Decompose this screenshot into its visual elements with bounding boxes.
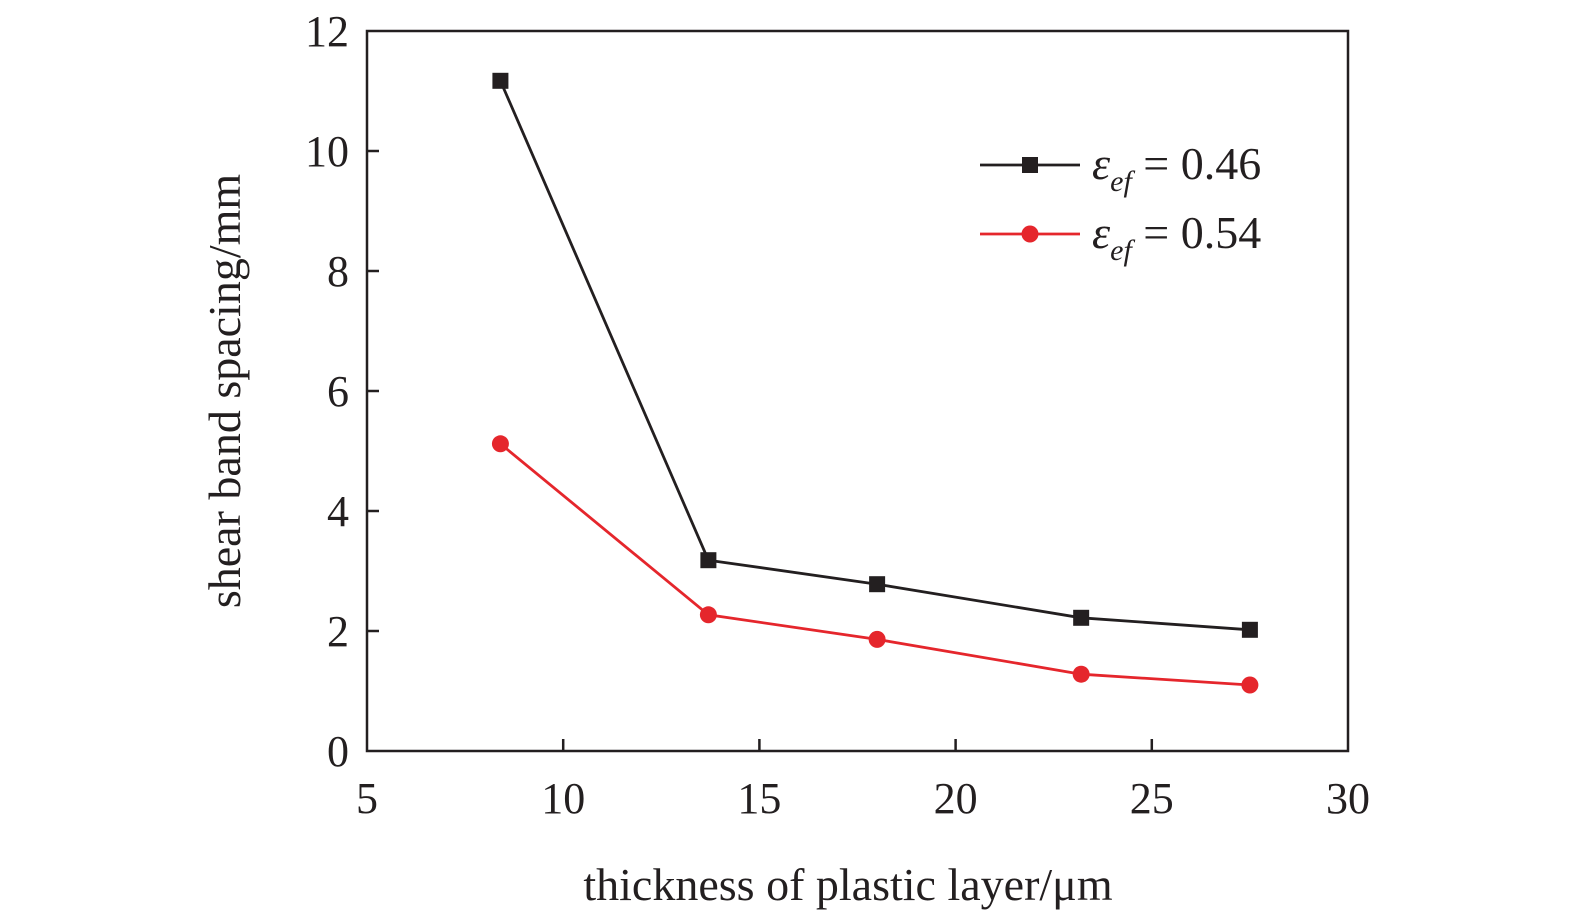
legend-marker-circle	[1021, 225, 1039, 243]
legend-symbol: ε	[1092, 207, 1111, 258]
data-point-square	[1241, 621, 1258, 638]
data-point-circle	[699, 606, 717, 624]
y-tick-label: 6	[327, 367, 349, 416]
legend-label: εef = 0.54	[1092, 207, 1261, 267]
legend-value: = 0.46	[1132, 138, 1261, 189]
data-point-square	[869, 576, 886, 593]
y-tick-label: 4	[327, 487, 349, 536]
legend-entry-2: εef = 0.54	[980, 207, 1261, 267]
y-tick-label: 8	[327, 247, 349, 296]
legend-value: = 0.54	[1132, 207, 1261, 258]
legend-label: εef = 0.46	[1092, 138, 1261, 198]
legend-subscript: ef	[1110, 234, 1135, 267]
x-tick-label: 20	[934, 774, 978, 823]
data-point-circle	[1241, 676, 1259, 694]
x-tick-label: 30	[1326, 774, 1370, 823]
data-point-square	[700, 552, 717, 569]
y-axis: 0 2 4 6 8 10 12	[305, 7, 379, 776]
series-layer	[491, 72, 1259, 694]
series-2-line	[499, 442, 1250, 687]
x-axis: 5 10 15 20 25 30	[356, 739, 1370, 823]
data-point-circle	[868, 630, 886, 648]
legend-subscript: ef	[1110, 165, 1135, 198]
x-axis-title: thickness of plastic layer/μm	[583, 859, 1112, 910]
x-tick-label: 15	[737, 774, 781, 823]
y-axis-title: shear band spacing/mm	[199, 174, 250, 609]
data-point-square	[1073, 609, 1090, 626]
data-point-circle	[1072, 665, 1090, 683]
y-tick-label: 12	[305, 7, 349, 56]
x-tick-label: 5	[356, 774, 378, 823]
legend-marker-square	[1022, 157, 1038, 173]
legend-entry-1: εef = 0.46	[980, 138, 1261, 198]
series-2	[491, 435, 1259, 694]
y-tick-label: 0	[327, 727, 349, 776]
y-tick-label: 2	[327, 607, 349, 656]
legend-symbol: ε	[1092, 138, 1111, 189]
x-tick-label: 25	[1130, 774, 1174, 823]
series-1	[492, 72, 1258, 638]
y-tick-label: 10	[305, 127, 349, 176]
data-point-square	[492, 72, 509, 89]
x-tick-label: 10	[541, 774, 585, 823]
data-point-circle	[491, 435, 509, 453]
